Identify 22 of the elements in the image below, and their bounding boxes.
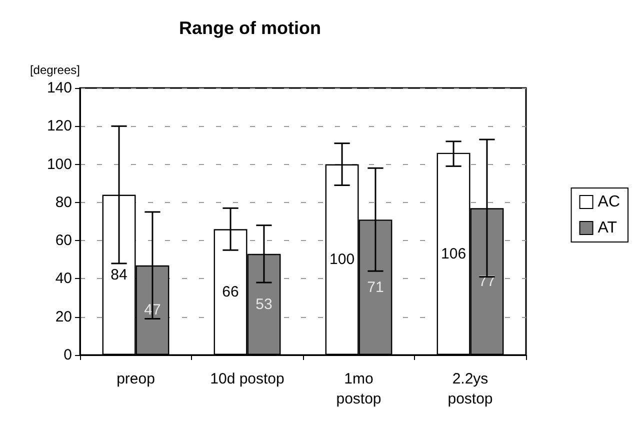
y-tick-label: 140 <box>46 80 72 96</box>
x-tick-label: 1mo postop <box>336 370 382 408</box>
legend-label: AC <box>598 194 620 210</box>
data-label: 66 <box>222 284 239 301</box>
data-label: 100 <box>330 251 355 268</box>
y-tick-label: 20 <box>55 308 72 326</box>
data-label: 106 <box>441 245 466 262</box>
chart-title: Range of motion <box>179 18 321 38</box>
legend-label: AT <box>598 220 618 236</box>
data-label: 53 <box>256 296 272 313</box>
y-tick-label: 0 <box>64 346 72 364</box>
x-tick-label: 2.2ys postop <box>448 370 493 408</box>
y-tick-label: 120 <box>46 118 72 135</box>
data-label: 71 <box>367 278 384 296</box>
y-tick-label: 40 <box>55 270 72 288</box>
x-tick-label: preop <box>116 370 155 388</box>
x-tick-label: 10d postop <box>210 370 284 388</box>
y-tick-label: 80 <box>55 194 72 211</box>
y-tick-label: 100 <box>46 156 72 173</box>
data-label: 84 <box>110 266 128 284</box>
y-axis-title: [degrees] <box>30 63 80 77</box>
y-tick-label: 60 <box>55 232 72 250</box>
